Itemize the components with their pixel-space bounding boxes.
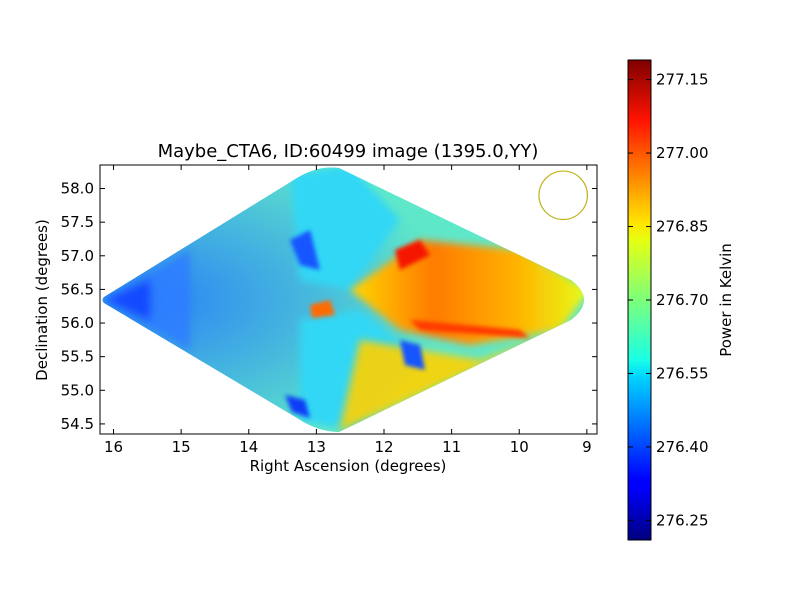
y-tick-label: 56.5 <box>61 280 94 298</box>
x-tick-label: 14 <box>239 438 258 456</box>
x-tick-label: 11 <box>442 438 461 456</box>
y-tick-label: 55.0 <box>61 381 94 399</box>
beam-marker <box>538 170 589 221</box>
colorbar-tick-label: 276.55 <box>656 364 709 382</box>
colorbar-tick-label: 276.85 <box>656 218 709 236</box>
colorbar-label: Power in Kelvin <box>717 243 735 357</box>
x-tick-label: 13 <box>307 438 326 456</box>
colorbar-tick-label: 277.15 <box>656 71 709 89</box>
x-tick-label: 15 <box>172 438 191 456</box>
y-tick-label: 55.5 <box>61 348 94 366</box>
y-axis-label: Declination (degrees) <box>33 219 51 381</box>
x-tick-label: 10 <box>510 438 529 456</box>
axes-frame <box>99 164 598 435</box>
colorbar-tick-label: 276.25 <box>656 511 709 529</box>
colorbar-ticks: 276.25 276.40 276.55 276.70 276.85 277.00 277.… <box>628 71 709 529</box>
y-tick-label: 57.0 <box>61 247 94 265</box>
x-tick-label: 9 <box>582 438 592 456</box>
y-tick-label: 57.5 <box>61 213 94 231</box>
y-tick-label: 56.0 <box>61 314 94 332</box>
colorbar-tick-label: 276.40 <box>656 438 709 456</box>
x-tick-label: 12 <box>374 438 393 456</box>
colorbar-tick-label: 276.70 <box>656 291 709 309</box>
chart-title: Maybe_CTA6, ID:60499 image (1395.0,YY) <box>158 141 539 162</box>
x-axis-label: Right Ascension (degrees) <box>250 457 447 475</box>
x-axis-ticks: 16 15 14 13 12 11 10 9 <box>104 165 592 456</box>
x-tick-label: 16 <box>104 438 123 456</box>
y-tick-label: 58.0 <box>61 180 94 198</box>
colorbar: 276.25 276.40 276.55 276.70 276.85 277.00 277.… <box>627 59 735 541</box>
heatmap-image <box>102 167 584 432</box>
y-tick-label: 54.5 <box>61 415 94 433</box>
colorbar-tick-label: 277.00 <box>656 144 709 162</box>
y-axis-ticks: 54.5 55.0 55.5 56.0 56.5 57.0 57.5 58.0 <box>61 180 597 433</box>
